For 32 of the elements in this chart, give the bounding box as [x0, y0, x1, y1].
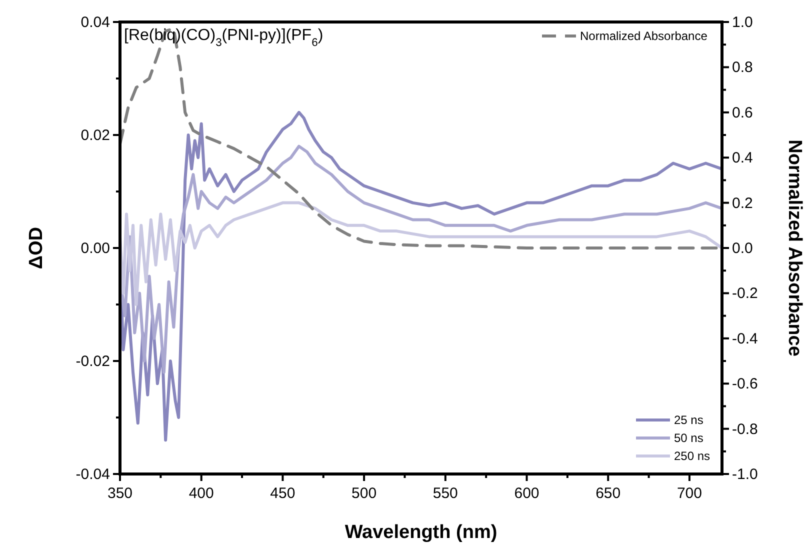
- x-tick-label: 700: [676, 485, 702, 502]
- y2-tick-label: -1.0: [732, 466, 758, 483]
- y2-tick-label: -0.8: [732, 420, 758, 438]
- legend-label: Normalized Absorbance: [580, 29, 708, 43]
- x-tick-label: 350: [107, 485, 133, 502]
- x-tick-label: 600: [514, 485, 540, 502]
- x-tick-label: 650: [596, 485, 621, 502]
- y-tick-label: -0.04: [76, 466, 110, 483]
- x-tick-label: 500: [352, 485, 377, 502]
- legend-label: 25 ns: [674, 413, 704, 427]
- legend-label: 50 ns: [674, 431, 704, 445]
- y2-tick-label: 0.4: [732, 150, 753, 167]
- y-tick-label: -0.02: [76, 353, 110, 370]
- x-tick-label: 450: [270, 485, 296, 502]
- y2-tick-label: -0.2: [732, 285, 758, 302]
- y2-tick-label: 1.0: [732, 14, 753, 31]
- y-tick-label: 0.04: [80, 14, 110, 31]
- chart-title: [Re(biq)(CO)$_{3}$(PNI-py)](PF$_{6}$): [124, 27, 324, 49]
- y2-tick-label: 0.6: [732, 104, 753, 122]
- y2-tick-label: -0.6: [732, 376, 758, 393]
- legend-label: 250 ns: [674, 449, 710, 463]
- y2-tick-label: 0.8: [732, 59, 753, 76]
- x-axis-title: Wavelength (nm): [344, 522, 498, 543]
- y-tick-label: 0.00: [80, 240, 110, 257]
- y-axis-title: ΔOD: [26, 226, 47, 270]
- y2-axis-title: Normalized Absorbance: [784, 140, 805, 356]
- x-tick-label: 400: [188, 485, 214, 502]
- y-tick-label: 0.02: [80, 127, 110, 144]
- y2-tick-label: 0.0: [732, 240, 753, 257]
- y2-tick-label: -0.4: [732, 330, 758, 348]
- x-tick-label: 550: [432, 485, 458, 502]
- y2-tick-label: 0.2: [732, 194, 753, 212]
